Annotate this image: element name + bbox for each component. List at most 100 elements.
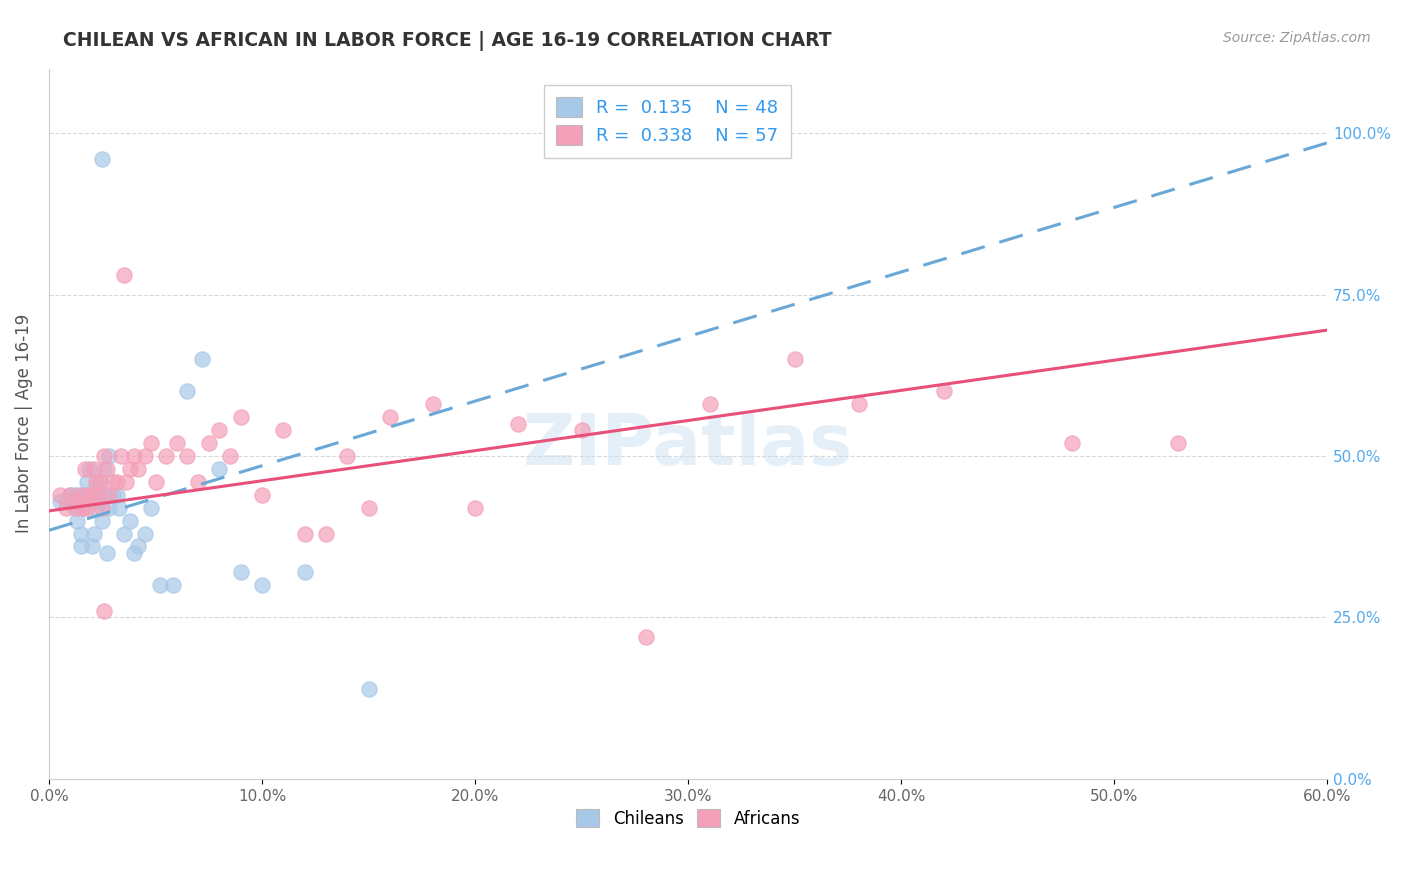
Point xyxy=(97,449,120,463)
Point xyxy=(83,462,105,476)
Point xyxy=(191,352,214,367)
Point xyxy=(80,540,103,554)
Point xyxy=(208,423,231,437)
Point xyxy=(75,488,97,502)
Point xyxy=(141,500,163,515)
Point xyxy=(699,397,721,411)
Point xyxy=(72,500,94,515)
Point xyxy=(422,397,444,411)
Point xyxy=(91,500,114,515)
Point xyxy=(66,514,89,528)
Point xyxy=(59,488,82,502)
Point xyxy=(932,384,955,399)
Point xyxy=(357,681,380,696)
Point xyxy=(250,488,273,502)
Y-axis label: In Labor Force | Age 16-19: In Labor Force | Age 16-19 xyxy=(15,314,32,533)
Point xyxy=(108,500,131,515)
Point xyxy=(219,449,242,463)
Point xyxy=(112,268,135,282)
Point xyxy=(1060,436,1083,450)
Point xyxy=(80,488,103,502)
Point xyxy=(176,384,198,399)
Point xyxy=(96,546,118,560)
Point xyxy=(59,488,82,502)
Point xyxy=(122,449,145,463)
Point xyxy=(66,500,89,515)
Point xyxy=(378,410,401,425)
Point xyxy=(464,500,486,515)
Point xyxy=(55,494,77,508)
Point xyxy=(70,540,93,554)
Point xyxy=(83,526,105,541)
Point xyxy=(141,436,163,450)
Point xyxy=(89,475,111,489)
Point xyxy=(79,462,101,476)
Point xyxy=(76,475,98,489)
Point xyxy=(79,488,101,502)
Point xyxy=(66,488,89,502)
Point xyxy=(112,526,135,541)
Point xyxy=(93,488,115,502)
Point xyxy=(89,475,111,489)
Point xyxy=(162,578,184,592)
Point xyxy=(93,462,115,476)
Point xyxy=(97,488,120,502)
Point xyxy=(155,449,177,463)
Point xyxy=(118,514,141,528)
Point xyxy=(105,488,128,502)
Point xyxy=(229,566,252,580)
Point xyxy=(127,462,149,476)
Point xyxy=(187,475,209,489)
Point xyxy=(336,449,359,463)
Point xyxy=(250,578,273,592)
Point xyxy=(105,475,128,489)
Point xyxy=(84,475,107,489)
Point xyxy=(122,546,145,560)
Point xyxy=(87,494,110,508)
Point xyxy=(145,475,167,489)
Point xyxy=(76,500,98,515)
Point xyxy=(176,449,198,463)
Point xyxy=(127,540,149,554)
Point xyxy=(93,449,115,463)
Point xyxy=(70,526,93,541)
Legend: Chileans, Africans: Chileans, Africans xyxy=(569,803,807,835)
Point xyxy=(76,488,98,502)
Point xyxy=(506,417,529,431)
Point xyxy=(84,481,107,495)
Point xyxy=(229,410,252,425)
Point xyxy=(294,566,316,580)
Point xyxy=(273,423,295,437)
Point xyxy=(1167,436,1189,450)
Point xyxy=(634,630,657,644)
Point xyxy=(91,514,114,528)
Point xyxy=(197,436,219,450)
Point xyxy=(134,449,156,463)
Point xyxy=(166,436,188,450)
Point xyxy=(97,500,120,515)
Point xyxy=(91,152,114,166)
Point xyxy=(84,500,107,515)
Text: CHILEAN VS AFRICAN IN LABOR FORCE | AGE 16-19 CORRELATION CHART: CHILEAN VS AFRICAN IN LABOR FORCE | AGE … xyxy=(63,31,832,51)
Point xyxy=(294,526,316,541)
Point xyxy=(134,526,156,541)
Point xyxy=(96,462,118,476)
Text: ZIPatlas: ZIPatlas xyxy=(523,410,853,480)
Point xyxy=(63,500,86,515)
Point xyxy=(101,488,124,502)
Point xyxy=(91,494,114,508)
Point xyxy=(149,578,172,592)
Point xyxy=(315,526,337,541)
Text: Source: ZipAtlas.com: Source: ZipAtlas.com xyxy=(1223,31,1371,45)
Point xyxy=(357,500,380,515)
Point xyxy=(75,462,97,476)
Point xyxy=(208,462,231,476)
Point xyxy=(48,488,70,502)
Point xyxy=(114,475,136,489)
Point xyxy=(80,488,103,502)
Point xyxy=(55,500,77,515)
Point xyxy=(110,449,132,463)
Point xyxy=(848,397,870,411)
Point xyxy=(63,494,86,508)
Point xyxy=(70,488,93,502)
